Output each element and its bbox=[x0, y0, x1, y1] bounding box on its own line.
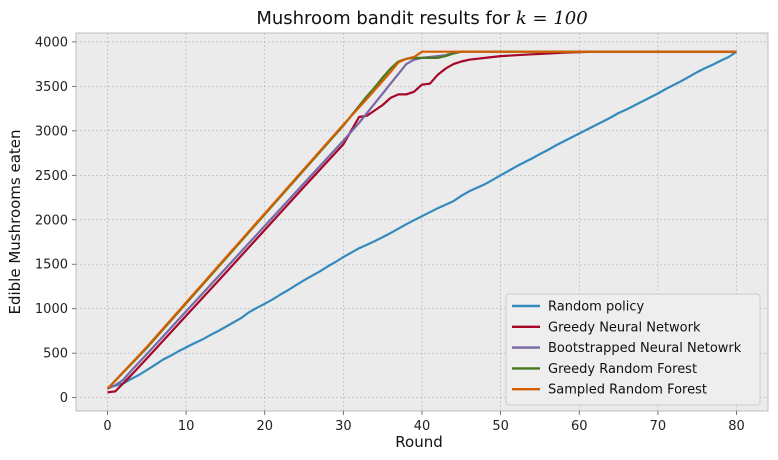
x-tick-label: 20 bbox=[256, 419, 273, 434]
y-tick-label: 1000 bbox=[35, 302, 68, 317]
x-tick-label: 10 bbox=[178, 419, 195, 434]
y-tick-label: 2000 bbox=[35, 213, 68, 228]
y-tick-label: 0 bbox=[60, 391, 68, 406]
y-tick-label: 3500 bbox=[35, 80, 68, 95]
x-tick-label: 0 bbox=[103, 419, 111, 434]
x-tick-label: 60 bbox=[571, 419, 588, 434]
x-tick-label: 80 bbox=[728, 419, 745, 434]
legend: Random policy Greedy Neural Network Bootst… bbox=[505, 293, 761, 406]
legend-label: Greedy Neural Network bbox=[548, 320, 701, 335]
y-tick-label: 3000 bbox=[35, 124, 68, 139]
y-axis-label: Edible Mushrooms eaten bbox=[6, 129, 24, 314]
y-tick-label: 1500 bbox=[35, 258, 68, 273]
legend-label: Greedy Random Forest bbox=[548, 362, 697, 377]
legend-label: Bootstrapped Neural Netowrk bbox=[548, 341, 742, 356]
y-tick-label: 500 bbox=[43, 347, 68, 362]
legend-box bbox=[505, 293, 761, 406]
y-tick-label: 2500 bbox=[35, 169, 68, 184]
x-tick-label: 70 bbox=[650, 419, 667, 434]
legend-label: Sampled Random Forest bbox=[548, 383, 707, 398]
x-tick-label: 50 bbox=[492, 419, 509, 434]
series-line-2 bbox=[107, 50, 737, 394]
series-line-1 bbox=[107, 50, 738, 389]
series-line-5 bbox=[106, 50, 737, 390]
chart-title-math: k = 100 bbox=[516, 8, 588, 29]
legend-label: Random policy bbox=[548, 300, 645, 315]
x-tick-label: 30 bbox=[335, 419, 352, 434]
x-axis: 0 10 20 30 40 50 60 70 80 bbox=[103, 411, 745, 434]
series-lines bbox=[106, 50, 738, 394]
y-tick-label: 4000 bbox=[35, 35, 68, 50]
x-tick-label: 40 bbox=[414, 419, 431, 434]
y-axis: 0 500 1000 1500 2000 2500 3000 3500 4000 bbox=[35, 35, 76, 406]
chart-title: Mushroom bandit results for k = 100 bbox=[256, 8, 587, 29]
x-axis-label: Round bbox=[395, 433, 442, 451]
grid bbox=[76, 33, 768, 411]
